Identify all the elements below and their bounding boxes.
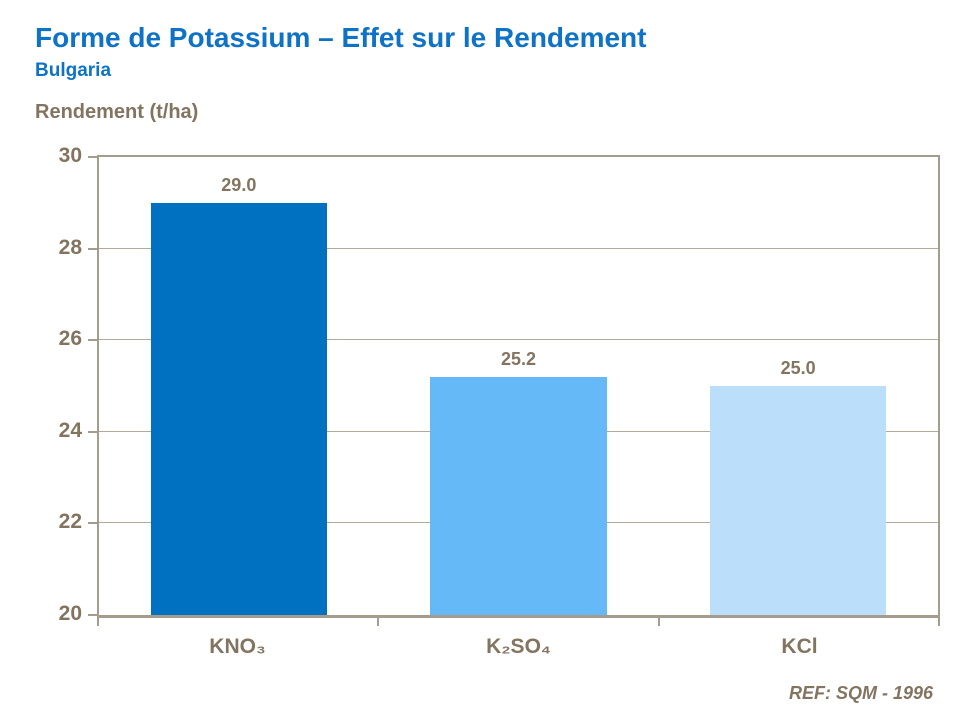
bar-value-label: 25.0 [780,358,816,378]
bar-value-label: 25.2 [500,348,536,369]
y-tick-label-28: 28 [58,235,82,259]
x-tick [377,618,380,626]
reference-note: REF: SQM - 1996 [788,683,933,703]
x-category-label-kno3: KNO₃ [209,635,266,658]
page-subtitle: Bulgaria [35,60,112,81]
page-title: Forme de Potassium – Effet sur le Rendem… [35,22,647,53]
bar-k2so4 [430,376,607,615]
y-tick-label-26: 26 [58,327,82,351]
y-tick [88,156,97,158]
bar-kcl [710,386,887,615]
y-tick-label-20: 20 [58,602,82,625]
x-category-label-k2so4: K₂SO₄ [486,635,551,658]
bar-kno3 [150,202,327,615]
bar-chart-plot-area: 29.0 25.2 25.0 [97,155,940,618]
y-tick-label-22: 22 [58,510,82,534]
gridline-28 [99,247,938,249]
y-tick [88,339,97,342]
x-tick [938,618,940,626]
y-tick [88,614,97,616]
y-tick [88,522,97,525]
bar-value-label: 29.0 [221,174,257,195]
gridline-26 [99,339,938,341]
y-tick-label-30: 30 [58,144,82,167]
y-tick [88,247,97,250]
x-tick [657,618,660,626]
x-category-label-kcl: KCl [781,635,818,658]
y-tick-label-24: 24 [58,418,82,442]
y-axis-title: Rendement (t/ha) [35,101,199,123]
x-tick [97,618,99,626]
y-tick [88,430,97,433]
